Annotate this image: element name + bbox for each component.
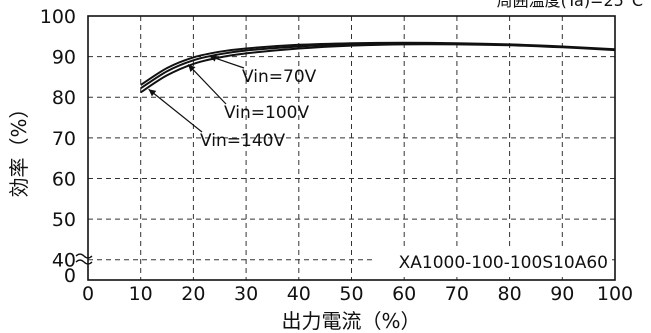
- x-tick-label: 20: [181, 283, 205, 305]
- y-tick-label: 80: [52, 87, 76, 109]
- series-label-2: Vin=140V: [200, 131, 285, 151]
- x-tick-label: 0: [82, 283, 94, 305]
- x-tick-label: 70: [445, 283, 469, 305]
- series-line-0: [140, 41, 616, 86]
- callout-arrowhead-1: [188, 64, 196, 72]
- x-tick-label: 100: [597, 283, 633, 305]
- model-label: XA1000-100-100S10A60: [399, 253, 608, 273]
- y-tick-label: 60: [52, 168, 76, 190]
- grid: [88, 16, 615, 280]
- y-tick-label: 40: [52, 250, 76, 272]
- series-line-1: [140, 42, 616, 90]
- ambient-temperature-note: 周囲温度(Ta)=25°C: [497, 0, 643, 10]
- callout-leader-1: [187, 64, 227, 105]
- y-tick-label: 0: [64, 265, 76, 287]
- x-tick-label: 60: [392, 283, 416, 305]
- plot-area-frame: [87, 15, 616, 281]
- y-tick-label: 70: [52, 128, 76, 150]
- y-tick-label: 90: [52, 47, 76, 69]
- y-tick-label: 50: [52, 209, 76, 231]
- y-tick-label: 100: [40, 6, 76, 28]
- x-tick-label: 90: [550, 283, 574, 305]
- callout-arrowhead-2: [148, 89, 157, 97]
- callout-leader-2: [148, 88, 203, 133]
- y-axis-title: 効率（%）: [7, 98, 31, 197]
- model-label-background: [372, 250, 612, 274]
- x-tick-label: 40: [287, 283, 311, 305]
- callout-arrowhead-0: [209, 54, 217, 62]
- y-tick-labels: 040 50 60 70 80 90 100: [40, 6, 76, 287]
- x-tick-labels: 0 10 20 30 40 50 60 70 80 90 100: [82, 283, 633, 305]
- y-axis-break-marker: [75, 253, 93, 265]
- x-tick-label: 80: [498, 283, 522, 305]
- series-lines: [140, 41, 616, 94]
- series-callouts: Vin=70V Vin=100V Vin=140V: [148, 54, 317, 151]
- x-axis-title: 出力電流（%）: [281, 309, 420, 333]
- x-tick-label: 30: [234, 283, 258, 305]
- x-tick-label: 50: [339, 283, 363, 305]
- x-tick-label: 10: [129, 283, 153, 305]
- series-line-2: [140, 43, 616, 94]
- series-label-0: Vin=70V: [242, 67, 317, 87]
- series-label-1: Vin=100V: [224, 103, 309, 123]
